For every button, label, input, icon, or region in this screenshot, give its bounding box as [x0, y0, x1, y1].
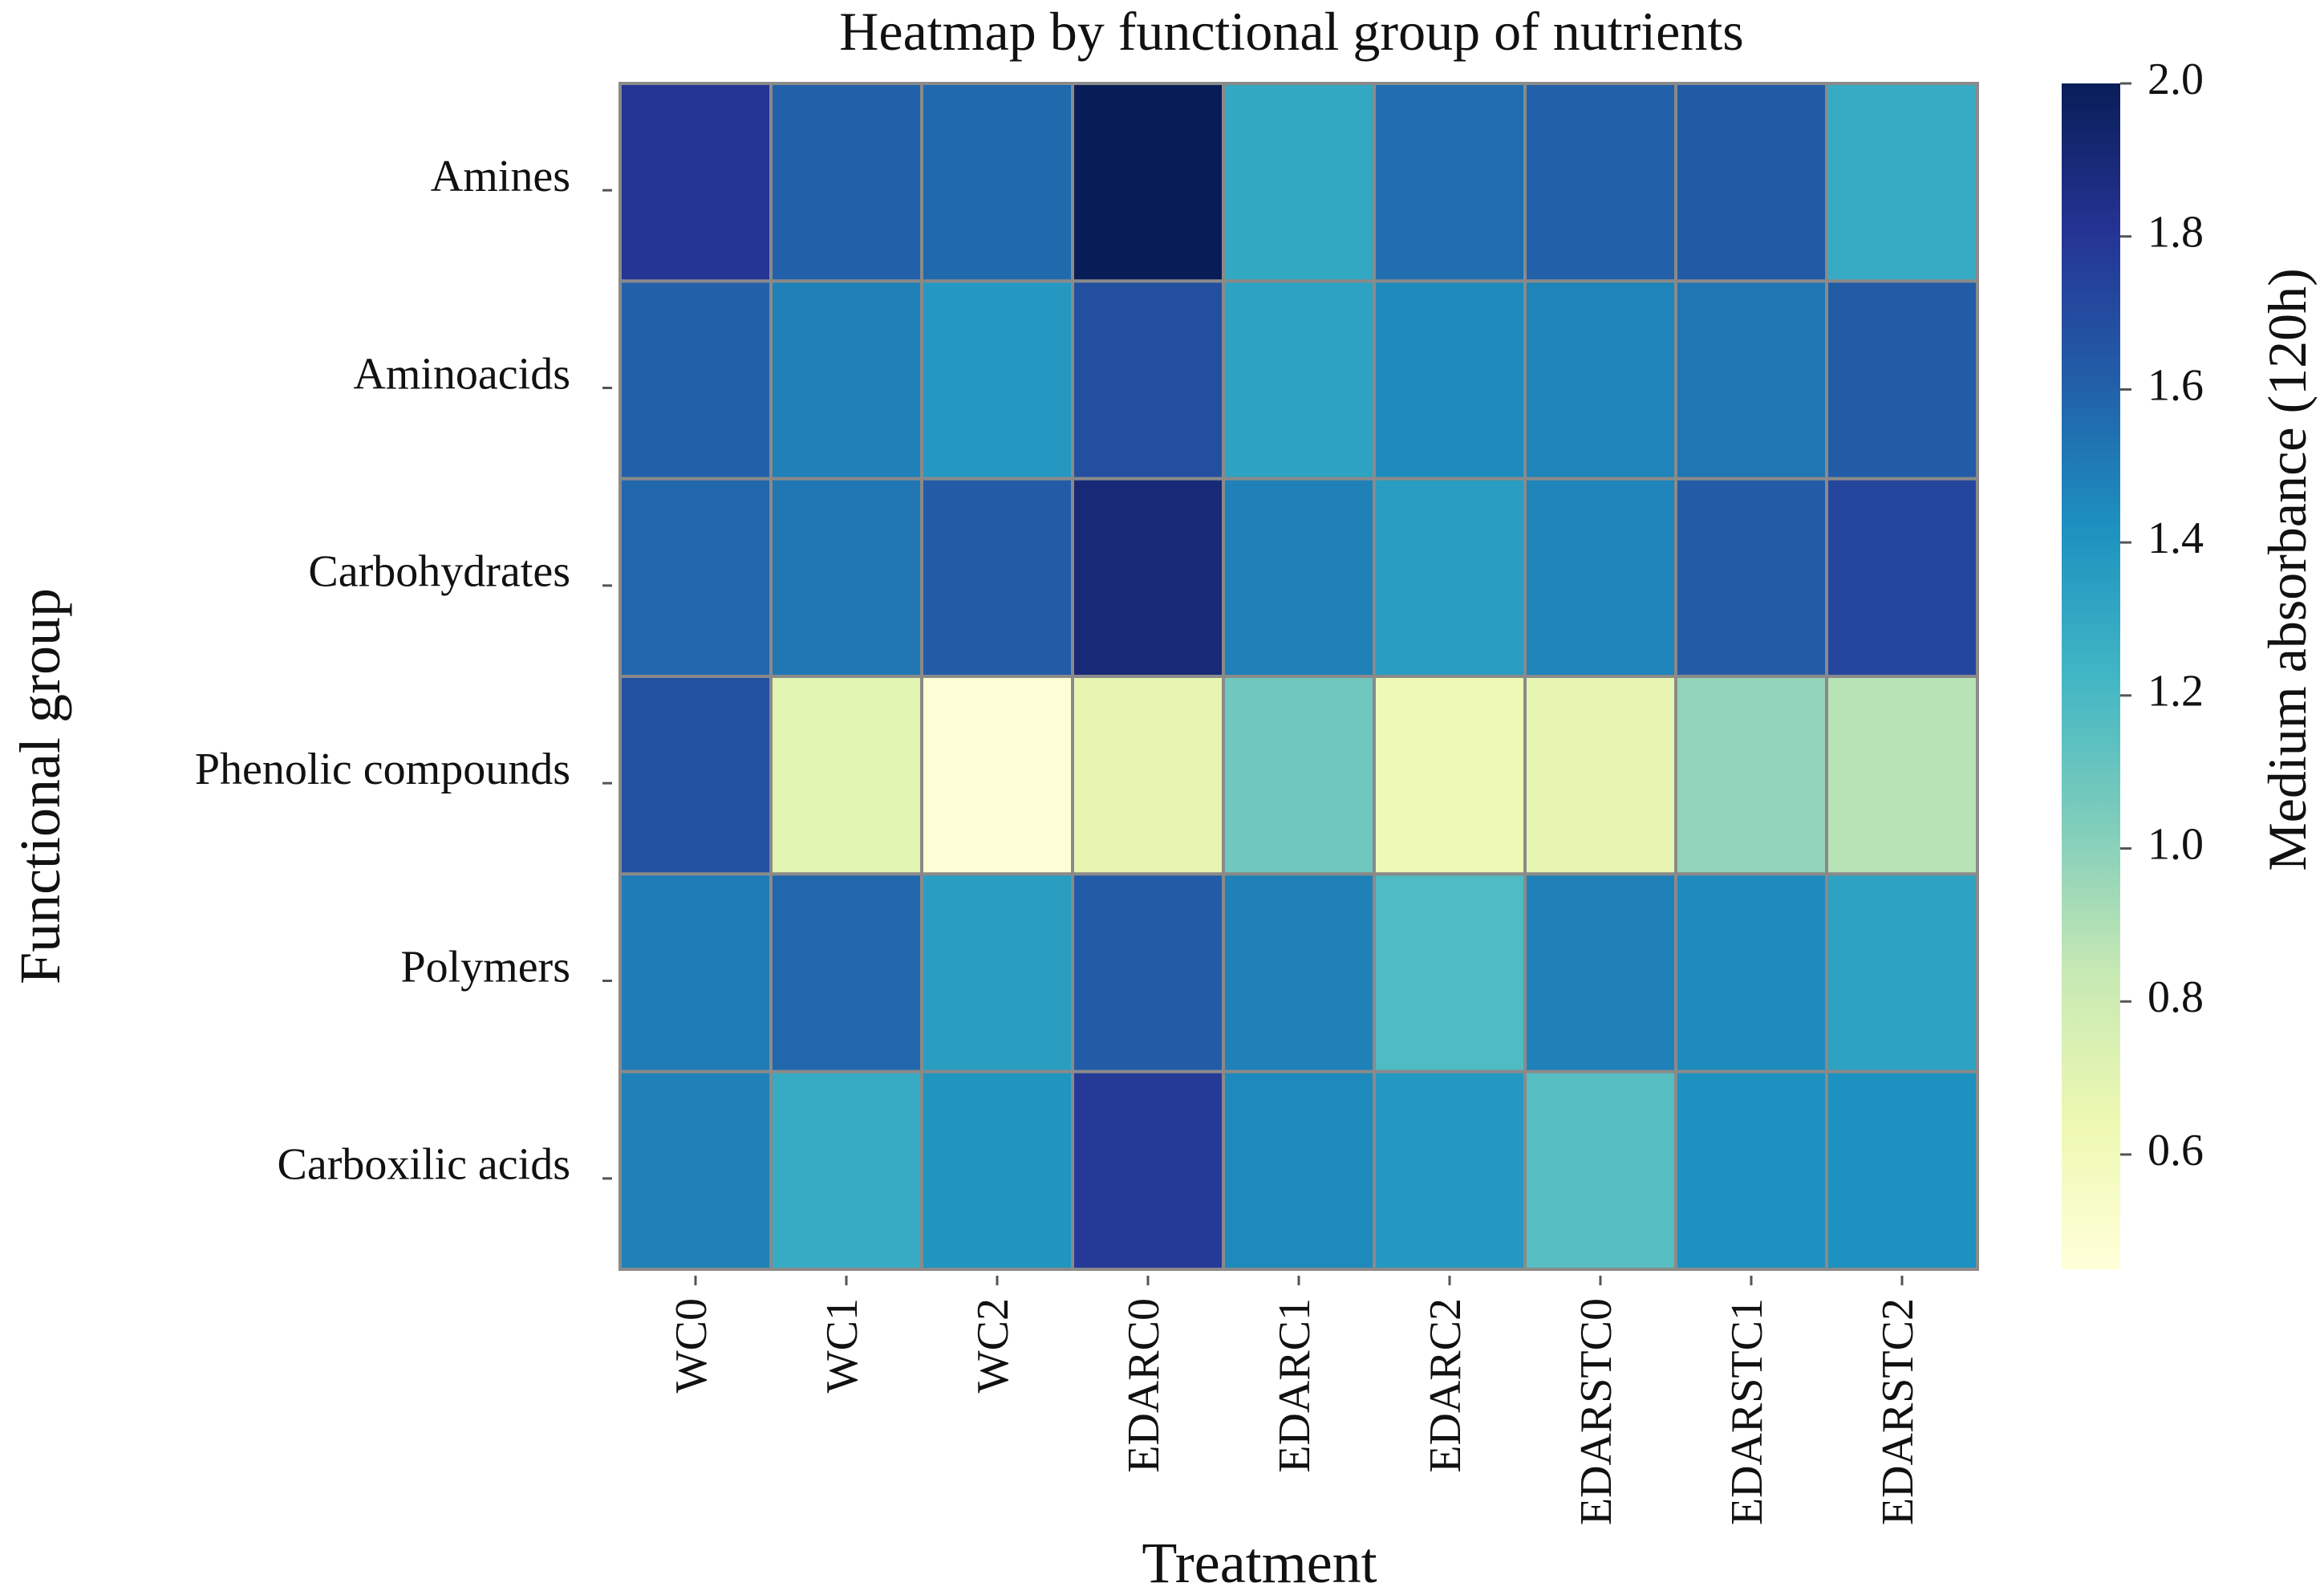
heatmap-cell [1373, 1069, 1527, 1271]
heatmap-cell [1825, 675, 1979, 876]
heatmap-cell [1373, 82, 1527, 283]
heatmap-cell [1071, 675, 1225, 876]
colorbar: 0.6 0.8 1.0 1.2 1.4 1.6 1.8 2.0 [2062, 55, 2204, 1269]
heatmap-cell [1222, 279, 1376, 481]
heatmap-cell [1071, 477, 1225, 679]
heatmap-cell [1674, 279, 1828, 481]
chart-title: Heatmap by functional group of nutrients [839, 1, 1743, 62]
y-tick-label: Phenolic compounds [195, 745, 570, 794]
y-tick-label: Amines [431, 152, 570, 201]
heatmap-cell [769, 82, 923, 283]
x-tick-labels: WC0 WC1 WC2 EDARC0 EDARC1 EDARC2 EDARSTC0 EDARS… [667, 1276, 1923, 1525]
heatmap-cell [1523, 675, 1677, 876]
x-tick-label: WC0 [667, 1298, 716, 1393]
heatmap-cell [920, 82, 1074, 283]
heatmap-cell [1222, 872, 1376, 1073]
heatmap-cell [1373, 477, 1527, 679]
heatmap-cell [1674, 872, 1828, 1073]
heatmap-cell [619, 82, 773, 283]
colorbar-tick-label: 1.4 [2148, 513, 2204, 563]
heatmap-cell [1674, 82, 1828, 283]
colorbar-tick-label: 0.8 [2148, 972, 2204, 1022]
heatmap-cell [1071, 279, 1225, 481]
heatmap-cell [619, 279, 773, 481]
heatmap-cell [769, 675, 923, 876]
x-tick-label: WC2 [968, 1298, 1018, 1393]
heatmap-cell [769, 1069, 923, 1271]
heatmap-cell [1523, 82, 1677, 283]
y-tick-label: Carboxilic acids [278, 1140, 570, 1190]
heatmap-cell [619, 872, 773, 1073]
heatmap-cell [920, 872, 1074, 1073]
colorbar-gradient [2062, 83, 2120, 1269]
x-tick-label: WC1 [817, 1298, 867, 1393]
heatmap-cell [1825, 82, 1979, 283]
colorbar-tick-label: 2.0 [2148, 55, 2204, 104]
y-tick-label: Carbohydrates [308, 547, 570, 597]
heatmap-cell [1373, 279, 1527, 481]
heatmap-cell [920, 477, 1074, 679]
heatmap-cell [920, 675, 1074, 876]
heatmap-cell [1222, 477, 1376, 679]
heatmap-cell [769, 279, 923, 481]
heatmap-cell [1825, 872, 1979, 1073]
x-tick-label: EDARSTC0 [1572, 1298, 1621, 1525]
heatmap-cell [1071, 1069, 1225, 1271]
heatmap-cell [1523, 477, 1677, 679]
heatmap-cell [619, 675, 773, 876]
heatmap-cell [1222, 675, 1376, 876]
colorbar-label: Medium absorbance (120h) [2257, 268, 2318, 871]
y-axis-label: Functional group [8, 588, 72, 984]
heatmap-cell [1674, 477, 1828, 679]
colorbar-tick-label: 1.6 [2148, 360, 2204, 410]
x-tick-label: EDARSTC1 [1722, 1298, 1772, 1525]
heatmap-cell [1222, 82, 1376, 283]
heatmap-cell [1373, 872, 1527, 1073]
heatmap-cell [1674, 1069, 1828, 1271]
heatmap-cell [920, 279, 1074, 481]
heatmap-cell [1825, 477, 1979, 679]
heatmap-cell [1071, 82, 1225, 283]
x-tick-label: EDARSTC2 [1873, 1298, 1923, 1525]
heatmap-cell [920, 1069, 1074, 1271]
heatmap-cell [769, 477, 923, 679]
y-tick-labels: Amines Aminoacids Carbohydrates Phenolic co… [195, 152, 612, 1190]
heatmap-cell [1523, 1069, 1677, 1271]
y-tick-label: Aminoacids [353, 349, 570, 399]
x-tick-label: EDARC0 [1119, 1298, 1169, 1473]
colorbar-tick-label: 1.2 [2148, 667, 2204, 716]
x-tick-label: EDARC1 [1270, 1298, 1320, 1473]
y-tick-label: Polymers [400, 942, 570, 992]
heatmap-cell [1373, 675, 1527, 876]
heatmap-cell [769, 872, 923, 1073]
colorbar-tick-label: 0.6 [2148, 1126, 2204, 1175]
colorbar-tick-label: 1.0 [2148, 819, 2204, 869]
x-axis-label: Treatment [1142, 1531, 1377, 1591]
heatmap-cell [619, 1069, 773, 1271]
heatmap-cell [1523, 279, 1677, 481]
heatmap-cell [1222, 1069, 1376, 1271]
x-tick-label: EDARC2 [1421, 1298, 1470, 1473]
heatmap-cell [619, 477, 773, 679]
heatmap-cell [1825, 279, 1979, 481]
heatmap-cell [1674, 675, 1828, 876]
colorbar-tick-label: 1.8 [2148, 208, 2204, 258]
heatmap-cell [1523, 872, 1677, 1073]
heatmap-cell [1825, 1069, 1979, 1271]
heatmap-cell [1071, 872, 1225, 1073]
heatmap-cells [619, 82, 1979, 1271]
